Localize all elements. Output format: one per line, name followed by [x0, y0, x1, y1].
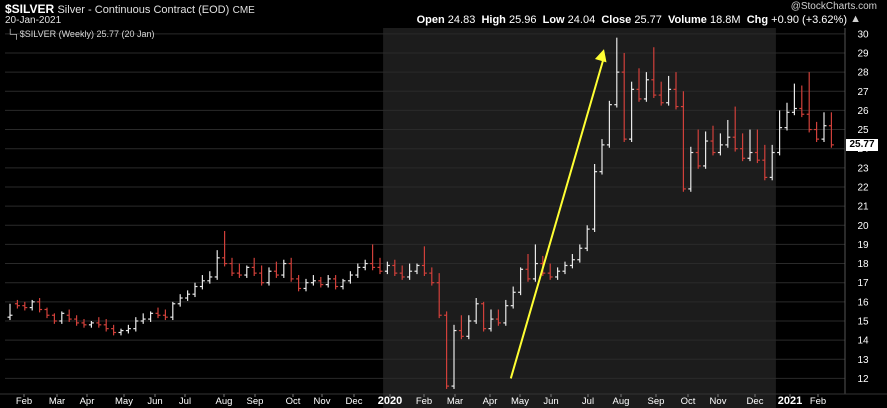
y-tick-label: 17 — [857, 278, 869, 289]
y-tick-label: 19 — [857, 240, 869, 251]
high-label: High — [481, 14, 506, 26]
volume-label: Volume — [668, 14, 707, 26]
x-tick-label: Nov — [710, 396, 727, 407]
y-tick-label: 28 — [857, 68, 869, 79]
x-tick-label: Mar — [447, 396, 463, 407]
x-tick-label: Jun — [147, 396, 162, 407]
x-tick-label: Feb — [416, 396, 432, 407]
x-tick-label: Sep — [247, 396, 264, 407]
y-tick-label: 25 — [857, 125, 869, 136]
x-tick-label: Jul — [179, 396, 191, 407]
y-tick-label: 23 — [857, 163, 869, 174]
symbol-title: $SILVER Silver - Continuous Contract (EO… — [5, 2, 255, 16]
chg-value: +0.90 (+3.62%) — [771, 14, 847, 26]
x-tick-label: Aug — [613, 396, 630, 407]
x-tick-label: May — [115, 396, 133, 407]
x-tick-label: Jun — [543, 396, 558, 407]
x-tick-label: Feb — [810, 396, 826, 407]
x-tick-label: Oct — [681, 396, 696, 407]
last-price-marker: 25.77 — [846, 138, 878, 151]
up-triangle-icon[interactable]: ▲ — [850, 13, 861, 25]
x-tick-label: Sep — [648, 396, 665, 407]
y-tick-label: 13 — [857, 355, 869, 366]
x-tick-label: Feb — [16, 396, 32, 407]
x-tick-label: Dec — [346, 396, 363, 407]
high-value: 25.96 — [508, 14, 537, 26]
close-label: Close — [601, 14, 632, 26]
open-label: Open — [416, 14, 445, 26]
y-tick-label: 22 — [857, 182, 869, 193]
trend-arrowhead — [594, 49, 607, 63]
y-tick-label: 20 — [857, 221, 869, 232]
x-tick-label: Apr — [483, 396, 498, 407]
close-value: 25.77 — [634, 14, 662, 26]
open-value: 24.83 — [447, 14, 476, 26]
chart-date: 20-Jan-2021 — [5, 15, 62, 26]
x-tick-label: 2020 — [378, 395, 402, 407]
y-tick-label: 15 — [857, 316, 869, 327]
exchange: CME — [232, 5, 255, 16]
x-tick-label: Jul — [582, 396, 594, 407]
x-tick-label: Aug — [216, 396, 233, 407]
y-tick-label: 14 — [857, 336, 869, 347]
symbol: $SILVER — [5, 2, 55, 16]
symbol-description: Silver - Continuous Contract (EOD) — [57, 4, 230, 16]
x-tick-label: 2021 — [778, 395, 802, 407]
chg-label: Chg — [746, 14, 769, 26]
chart-legend: └┐$SILVER (Weekly) 25.77 (20 Jan) — [7, 29, 155, 39]
y-tick-label: 16 — [857, 297, 869, 308]
x-tick-label: Mar — [49, 396, 65, 407]
low-value: 24.04 — [567, 14, 596, 26]
trend-arrow-line — [509, 56, 605, 379]
ohlc-stats: Open 24.83 High 25.96 Low 24.04 Close 25… — [417, 14, 847, 26]
y-tick-label: 27 — [857, 87, 869, 98]
y-tick-label: 26 — [857, 106, 869, 117]
y-tick-label: 21 — [857, 202, 869, 213]
x-tick-label: Apr — [80, 396, 95, 407]
x-tick-label: May — [511, 396, 529, 407]
x-tick-label: Dec — [747, 396, 764, 407]
low-label: Low — [542, 14, 565, 26]
x-tick-label: Oct — [286, 396, 301, 407]
watermark: @StockCharts.com — [790, 1, 877, 12]
x-tick-label: Nov — [314, 396, 331, 407]
y-tick-label: 29 — [857, 48, 869, 59]
shaded-2020-region — [383, 28, 776, 408]
volume-value: 18.8M — [710, 14, 741, 26]
y-tick-label: 12 — [857, 374, 869, 385]
chart-header: $SILVER Silver - Continuous Contract (EO… — [0, 0, 887, 28]
y-tick-label: 30 — [857, 29, 869, 40]
y-tick-label: 18 — [857, 259, 869, 270]
